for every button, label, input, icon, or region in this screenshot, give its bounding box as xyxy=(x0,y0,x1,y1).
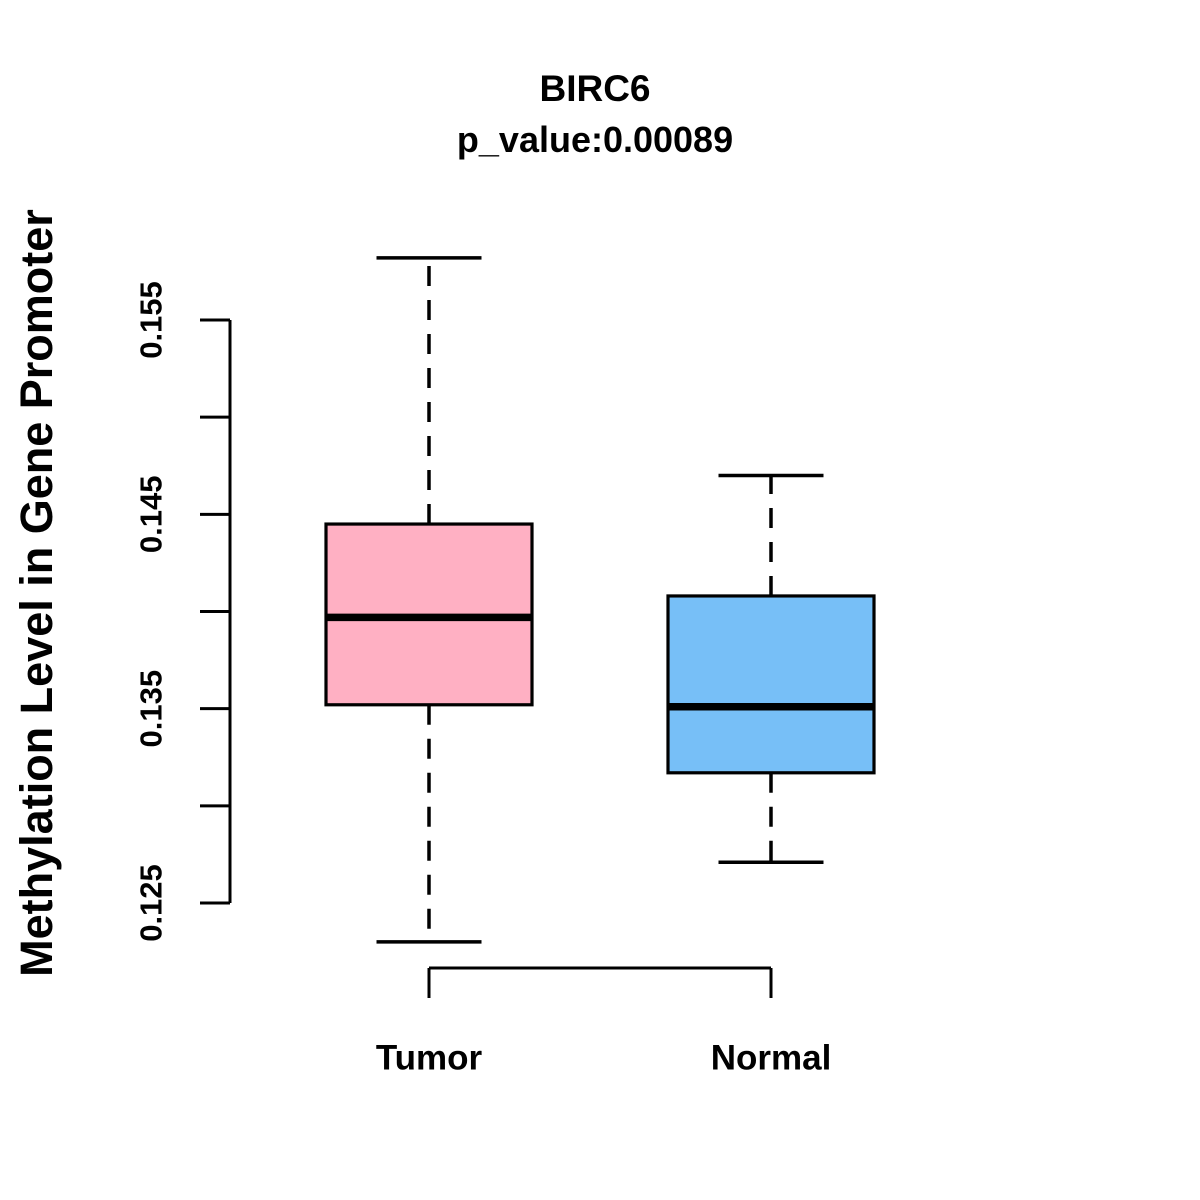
chart-subtitle: p_value:0.00089 xyxy=(456,119,734,160)
box-normal xyxy=(666,594,876,775)
y-tick-label: 0.155 xyxy=(134,281,169,359)
y-tick-label: 0.145 xyxy=(134,476,169,554)
chart-title: BIRC6 xyxy=(539,68,651,109)
y-tick-label: 0.125 xyxy=(134,864,169,942)
x-category-label: Normal xyxy=(711,1039,832,1078)
y-tick-label: 0.135 xyxy=(134,670,169,748)
x-category-label: Tumor xyxy=(376,1039,483,1078)
